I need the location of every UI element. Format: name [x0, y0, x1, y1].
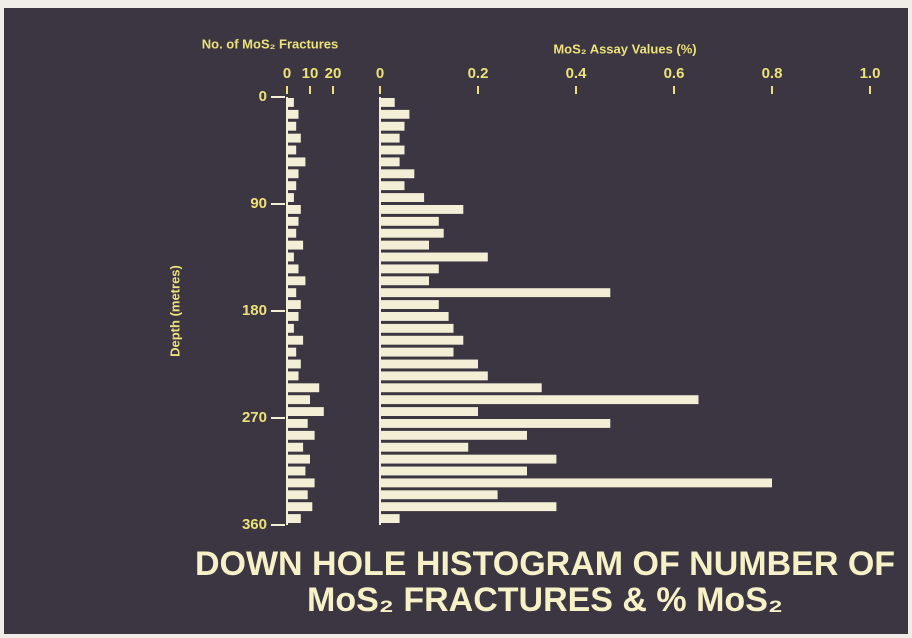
chart-title: MoS₂ Assay Values (%) [553, 41, 696, 56]
bar [287, 169, 299, 178]
bar [380, 288, 610, 297]
bar [287, 288, 296, 297]
title-line: DOWN HOLE HISTOGRAM OF NUMBER OF [195, 545, 895, 583]
bar [380, 443, 468, 452]
bar [380, 181, 405, 190]
bar [380, 419, 610, 428]
chart: DOWN HOLE HISTOGRAM OF NUMBER OF MoS₂ FR… [0, 0, 912, 638]
bar [380, 264, 439, 273]
y-axis-label: Depth (metres) [167, 265, 182, 357]
bar [380, 395, 699, 404]
title-line: MoS₂ FRACTURES & % MoS₂ [307, 581, 783, 619]
bar [287, 253, 294, 262]
bar [380, 157, 400, 166]
y-tick-label: 180 [242, 302, 267, 319]
bar [287, 395, 310, 404]
bar [287, 229, 296, 238]
bar [287, 122, 296, 131]
bar [380, 490, 498, 499]
bar [287, 360, 301, 369]
bar [287, 264, 299, 273]
bar [380, 383, 542, 392]
bar [380, 478, 772, 487]
bar [287, 478, 315, 487]
bar [380, 169, 414, 178]
bar [287, 419, 308, 428]
bar [380, 98, 395, 107]
bar [380, 312, 449, 321]
bar [380, 110, 409, 119]
bar [380, 467, 527, 476]
bar [380, 300, 439, 309]
bar [287, 336, 303, 345]
bar [287, 455, 310, 464]
y-tick-label: 360 [242, 516, 267, 533]
bar [287, 134, 301, 143]
bar [287, 467, 305, 476]
bar [287, 348, 296, 357]
bar [287, 443, 303, 452]
bar [287, 181, 296, 190]
bar [380, 217, 439, 226]
bar [287, 217, 299, 226]
bar [287, 110, 299, 119]
x-tick-label: 0 [376, 65, 384, 82]
x-tick-label: 0.4 [566, 65, 588, 82]
bar [380, 324, 454, 333]
bar [287, 502, 312, 511]
bar [287, 300, 301, 309]
bar [287, 276, 305, 285]
bar [380, 336, 463, 345]
x-tick-label: 10 [302, 65, 319, 82]
bar [380, 276, 429, 285]
bar [380, 348, 454, 357]
bar [287, 241, 303, 250]
bar [287, 431, 315, 440]
bar [380, 253, 488, 262]
bar [287, 312, 299, 321]
chart-title: No. of MoS₂ Fractures [202, 36, 339, 51]
y-tick-label: 0 [259, 88, 267, 105]
bar [287, 157, 305, 166]
bar [287, 407, 324, 416]
screen [4, 8, 908, 634]
bar [287, 98, 294, 107]
bar [380, 241, 429, 250]
bar [380, 229, 444, 238]
bar [380, 371, 488, 380]
bar [380, 455, 556, 464]
bar [380, 514, 400, 523]
bar [287, 205, 301, 214]
bar [380, 502, 556, 511]
y-tick-label: 270 [242, 409, 267, 426]
x-tick-label: 0.6 [664, 65, 685, 82]
bar [287, 146, 296, 155]
bar [380, 146, 405, 155]
bar [380, 193, 424, 202]
bar [287, 371, 299, 380]
bar [287, 324, 294, 333]
bar [287, 383, 319, 392]
bar [380, 431, 527, 440]
bar [287, 514, 301, 523]
x-tick-label: 0.8 [762, 65, 783, 82]
bar [380, 360, 478, 369]
bar [380, 205, 463, 214]
bar [380, 407, 478, 416]
bar [380, 134, 400, 143]
x-tick-label: 20 [325, 65, 342, 82]
y-tick-label: 90 [250, 195, 267, 212]
x-tick-label: 0 [283, 65, 291, 82]
x-tick-label: 0.2 [468, 65, 489, 82]
x-tick-label: 1.0 [860, 65, 881, 82]
bar [287, 490, 308, 499]
bar [380, 122, 405, 131]
bar [287, 193, 294, 202]
